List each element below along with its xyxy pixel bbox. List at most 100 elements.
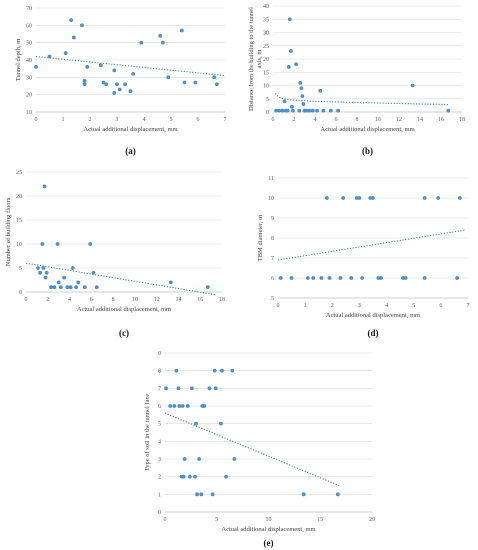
data-point [315, 108, 319, 113]
x-tick-label: 18 [219, 297, 225, 303]
data-point [282, 99, 287, 104]
data-point [300, 94, 305, 98]
data-point [220, 368, 224, 373]
data-point [63, 51, 68, 55]
trendline [277, 229, 466, 261]
data-point [403, 276, 408, 280]
x-tick-label: 12 [154, 297, 160, 303]
data-point [232, 457, 237, 461]
data-point [199, 492, 204, 497]
data-point [49, 285, 53, 290]
y-tick-label: 9 [158, 351, 161, 357]
data-point [88, 242, 93, 246]
data-point [71, 35, 76, 40]
y-tick-label: 7 [271, 256, 274, 262]
x-tick-label: 0 [35, 117, 38, 123]
x-tick-label: 0 [164, 517, 167, 523]
data-point [180, 404, 185, 408]
x-tick-label: 5 [412, 303, 415, 309]
data-point [328, 108, 333, 113]
data-point [230, 368, 235, 373]
x-tick-label: 6 [90, 297, 93, 303]
data-point [85, 65, 90, 69]
chart-d: 5 6 7 8 9 10 11 0 1 2 3 4 5 6 7 Actual additional displ… [257, 176, 470, 338]
x-tick-label: 3 [116, 117, 119, 123]
data-point [104, 82, 109, 87]
data-point [285, 108, 290, 113]
data-point [436, 196, 441, 200]
data-point [371, 196, 375, 200]
x-tick-label: 6 [439, 303, 442, 309]
y-axis-label: Number of building floors [5, 197, 12, 266]
trendline [35, 55, 226, 77]
data-point [311, 276, 316, 280]
data-point [161, 40, 165, 45]
data-point [410, 83, 415, 88]
data-point [205, 285, 210, 290]
data-point [36, 266, 40, 270]
data-point [38, 270, 43, 275]
data-point [341, 196, 346, 200]
data-point [112, 68, 117, 73]
data-point [311, 108, 315, 113]
y-tick-label: 15 [16, 218, 22, 224]
x-tick-label: 14 [417, 117, 423, 123]
data-point [455, 276, 460, 280]
x-tick-label: 4 [143, 117, 146, 123]
data-point [277, 108, 282, 113]
data-point [224, 474, 228, 479]
chart-c: 0 5 10 15 20 25 0 2 4 6 8 10 12 14 16 18 Actual addition… [5, 170, 225, 338]
y-tick-label: 20 [26, 93, 32, 99]
data-point [158, 33, 163, 38]
data-point [324, 196, 329, 200]
x-tick-label: 6 [335, 117, 338, 123]
y-axis-label: Type of soil in the tunnel face [144, 394, 151, 472]
panel-label: (e) [264, 538, 274, 548]
data-point [193, 80, 198, 85]
data-point [101, 80, 106, 85]
data-point [286, 65, 291, 69]
data-point [213, 386, 218, 391]
data-point [327, 276, 332, 280]
data-point [298, 80, 303, 85]
data-point [446, 108, 451, 113]
panel-label: (a) [125, 146, 136, 156]
data-point [215, 82, 219, 87]
x-tick-label: 2 [89, 117, 92, 123]
data-point [176, 386, 181, 391]
data-point [168, 280, 173, 285]
x-tick-label: 4 [68, 297, 71, 303]
y-tick-label: 70 [26, 6, 32, 12]
chart-b: 0 5 10 15 20 25 30 35 40 0 2 4 6 8 10 12 14 16 18 Actual ad… [248, 4, 465, 156]
y-tick-label: 20 [16, 194, 22, 200]
data-point [218, 421, 223, 426]
data-point [40, 242, 45, 246]
data-point [82, 78, 87, 83]
data-point [360, 276, 365, 280]
y-tick-label: 11 [268, 176, 274, 182]
data-point [335, 492, 340, 497]
data-point [318, 88, 323, 93]
data-point [177, 404, 182, 408]
y-tick-label: 30 [263, 31, 269, 37]
y-tick-label: 35 [263, 17, 269, 23]
x-axis-label: Actual additional displacement, mm [221, 526, 315, 533]
data-point [69, 18, 73, 23]
data-point [34, 65, 38, 69]
data-point [164, 386, 168, 391]
y-tick-label: 0 [19, 290, 22, 296]
data-point [400, 276, 405, 280]
y-tick-label: 5 [158, 422, 161, 428]
data-point [297, 108, 302, 113]
data-point [62, 275, 67, 280]
x-tick-label: 1 [62, 117, 65, 123]
y-tick-label: 0 [266, 110, 269, 116]
x-axis-label: Actual additional displacement, mm [326, 312, 420, 319]
y-tick-label: 10 [16, 242, 22, 248]
data-point [305, 276, 310, 280]
data-point [168, 404, 173, 408]
y-axis-label: Distance from the building to the tunnel… [248, 7, 263, 111]
x-tick-label: 1 [304, 303, 307, 309]
panel-label: (c) [119, 328, 129, 338]
data-point [197, 457, 202, 461]
